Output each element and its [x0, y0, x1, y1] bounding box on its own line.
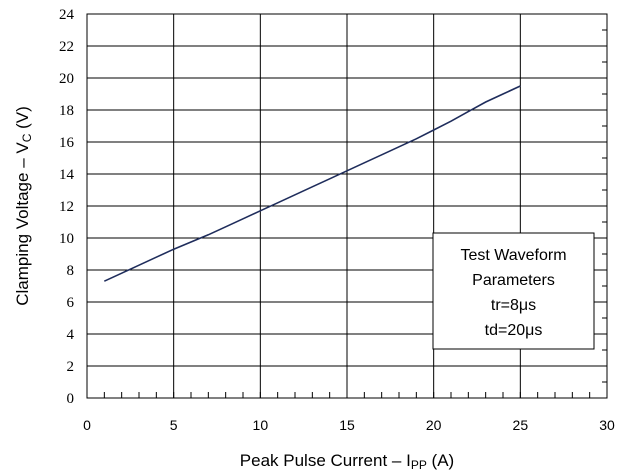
y-tick-label: 10: [59, 231, 74, 247]
y-tick-label: 6: [67, 295, 75, 311]
y-tick-label: 24: [59, 7, 75, 23]
y-axis-title-unit: (V): [13, 106, 32, 133]
y-tick-label: 14: [59, 167, 75, 183]
series-line: [103, 85, 521, 282]
x-tick-label: 20: [426, 417, 442, 433]
legend-line-tr: tr=8μs: [491, 297, 536, 314]
y-tick-label: 8: [67, 263, 75, 279]
y-tick-label: 22: [59, 39, 74, 55]
x-tick-label: 5: [170, 417, 178, 433]
x-axis-title: Peak Pulse Current – IPP (A): [240, 451, 454, 472]
y-axis-title-subscript: C: [20, 133, 34, 142]
test-waveform-box: Test Waveform Parameters tr=8μs td=20μs: [432, 232, 595, 350]
legend-box: [432, 232, 595, 350]
x-tick-label: 0: [83, 417, 91, 433]
y-axis-title-main: Clamping Voltage – V: [13, 142, 32, 306]
x-tick-labels: 0 5 10 15 20 25 30: [83, 417, 615, 433]
y-axis-title: Clamping Voltage – VC (V): [13, 106, 34, 306]
legend-line-parameters: Parameters: [472, 272, 555, 289]
y-tick-label: 16: [59, 135, 75, 151]
y-tick-label: 20: [59, 71, 74, 87]
y-tick-label: 18: [59, 103, 74, 119]
x-axis-title-subscript: PP: [411, 458, 427, 472]
y-tick-label: 0: [67, 391, 75, 407]
x-tick-label: 30: [599, 417, 615, 433]
y-tick-label: 4: [67, 327, 75, 343]
x-tick-label: 25: [513, 417, 529, 433]
y-tick-label: 12: [59, 199, 74, 215]
x-axis-title-unit: (A): [427, 451, 454, 470]
x-axis-title-main: Peak Pulse Current – I: [240, 451, 411, 470]
y-tick-label: 2: [67, 359, 75, 375]
minor-ticks: [86, 13, 608, 399]
x-tick-label: 10: [253, 417, 269, 433]
legend-line-test-waveform: Test Waveform: [460, 247, 566, 264]
x-tick-label: 15: [339, 417, 355, 433]
legend-line-td: td=20μs: [485, 322, 543, 339]
